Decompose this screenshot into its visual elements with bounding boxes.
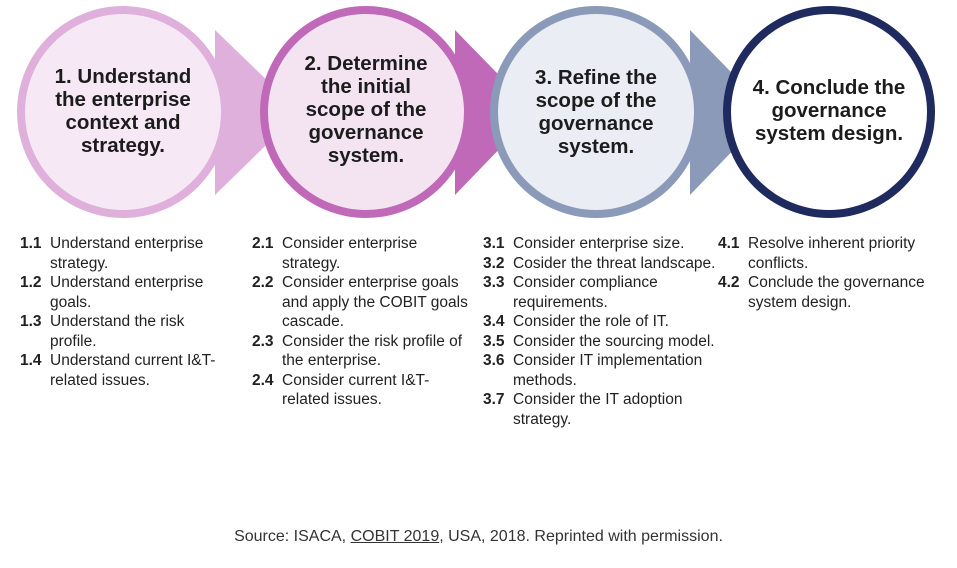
caption-prefix: Source: ISACA, — [234, 528, 351, 545]
list-item: 1.2 Understand enterprise goals. — [20, 273, 230, 312]
list-item: 3.7 Consider the IT adoption strategy. — [483, 390, 721, 429]
step-text: Cosider the threat landscape. — [513, 254, 716, 272]
stage-2-steps: 2.1 Consider enterprise strategy. 2.2 Co… — [252, 234, 474, 410]
step-number: 4.1 — [718, 235, 740, 252]
step-number: 2.3 — [252, 332, 274, 350]
step-text: Consider enterprise strategy. — [282, 235, 418, 272]
step-text: Consider the role of IT. — [513, 313, 669, 330]
step-number: 2.1 — [252, 235, 274, 252]
step-text: Consider enterprise size. — [513, 235, 685, 252]
stage-3-inner — [498, 14, 694, 210]
step-text: Consider compliance requirements. — [513, 274, 658, 311]
source-caption: Source: ISACA, COBIT 2019, USA, 2018. Re… — [0, 528, 957, 546]
step-text: Understand enterprise goals. — [50, 274, 204, 311]
stage-2-inner — [268, 14, 464, 210]
step-number: 3.6 — [483, 352, 505, 369]
step-text: Understand enterprise strategy. — [50, 235, 204, 272]
list-item: 3.6 Consider IT implementation methods. — [483, 351, 721, 390]
step-number: 1.4 — [20, 352, 42, 369]
step-number: 3.4 — [483, 313, 505, 330]
step-text: Consider the sourcing model. — [513, 332, 715, 350]
step-number: 4.2 — [718, 274, 740, 291]
list-item: 2.1 Consider enterprise strategy. — [252, 234, 474, 273]
step-text: Consider enterprise goals and apply the … — [282, 274, 468, 330]
stage-3-shape — [490, 6, 770, 218]
step-text: Consider IT implementation methods. — [513, 352, 703, 389]
step-number: 3.2 — [483, 254, 505, 272]
step-text: Consider current I&T-related issues. — [282, 371, 430, 409]
step-number: 1.1 — [20, 235, 42, 252]
list-item: 3.5 Consider the sourcing model. — [483, 332, 721, 352]
list-item: 2.3 Consider the risk profile of the ent… — [252, 332, 474, 371]
step-number: 3.5 — [483, 332, 505, 350]
step-text: Resolve inherent priority conflicts. — [748, 235, 916, 272]
stage-4-shape — [723, 6, 935, 218]
step-number: 1.3 — [20, 313, 42, 330]
list-item: 4.2 Conclude the governance system desig… — [718, 273, 943, 312]
stage-4-inner — [731, 14, 927, 210]
list-item: 4.1 Resolve inherent priority conflicts. — [718, 234, 943, 273]
cobit-2019-link[interactable]: COBIT 2019 — [350, 528, 440, 545]
list-item: 2.4 Consider current I&T-related issues. — [252, 371, 474, 410]
stage-1-arrow — [215, 30, 300, 195]
step-text: Conclude the governance system design. — [748, 274, 925, 311]
list-item: 3.2 Cosider the threat landscape. — [483, 254, 721, 274]
step-number: 2.2 — [252, 274, 274, 291]
step-number: 3.3 — [483, 274, 505, 291]
list-item: 1.3 Understand the risk profile. — [20, 312, 230, 351]
stage-1-shape — [17, 6, 300, 218]
stage-3-title: 3. Refine the scope of the governance sy… — [535, 66, 657, 158]
stage-4-steps: 4.1 Resolve inherent priority conflicts.… — [718, 234, 943, 312]
list-item: 1.4 Understand current I&T-related issue… — [20, 351, 230, 390]
step-text: Consider the IT adoption strategy. — [513, 391, 683, 428]
list-item: 3.1 Consider enterprise size. — [483, 234, 721, 254]
caption-suffix: , USA, 2018. Reprinted with permission. — [439, 528, 723, 545]
step-text: Consider the risk profile of the enterpr… — [282, 332, 463, 370]
stage-3-steps: 3.1 Consider enterprise size. 3.2 Coside… — [483, 234, 721, 429]
step-number: 2.4 — [252, 371, 274, 389]
process-diagram — [17, 6, 935, 218]
stage-4-title: 4. Conclude the governance system design… — [752, 76, 906, 145]
stage-1-inner — [25, 14, 221, 210]
list-item: 2.2 Consider enterprise goals and apply … — [252, 273, 474, 332]
stage-1-steps: 1.1 Understand enterprise strategy. 1.2 … — [20, 234, 230, 390]
step-text: Understand the risk profile. — [50, 313, 185, 350]
list-item: 3.4 Consider the role of IT. — [483, 312, 721, 332]
step-number: 1.2 — [20, 274, 42, 291]
list-item: 3.3 Consider compliance requirements. — [483, 273, 721, 312]
step-text: Understand current I&T-related issues. — [50, 352, 216, 389]
step-number: 3.7 — [483, 391, 505, 408]
stage-2-title: 2. Determine the initial scope of the go… — [304, 52, 428, 167]
stage-1-title: 1. Understand the enterprise context and… — [54, 65, 192, 157]
list-item: 1.1 Understand enterprise strategy. — [20, 234, 230, 273]
step-number: 3.1 — [483, 235, 505, 252]
